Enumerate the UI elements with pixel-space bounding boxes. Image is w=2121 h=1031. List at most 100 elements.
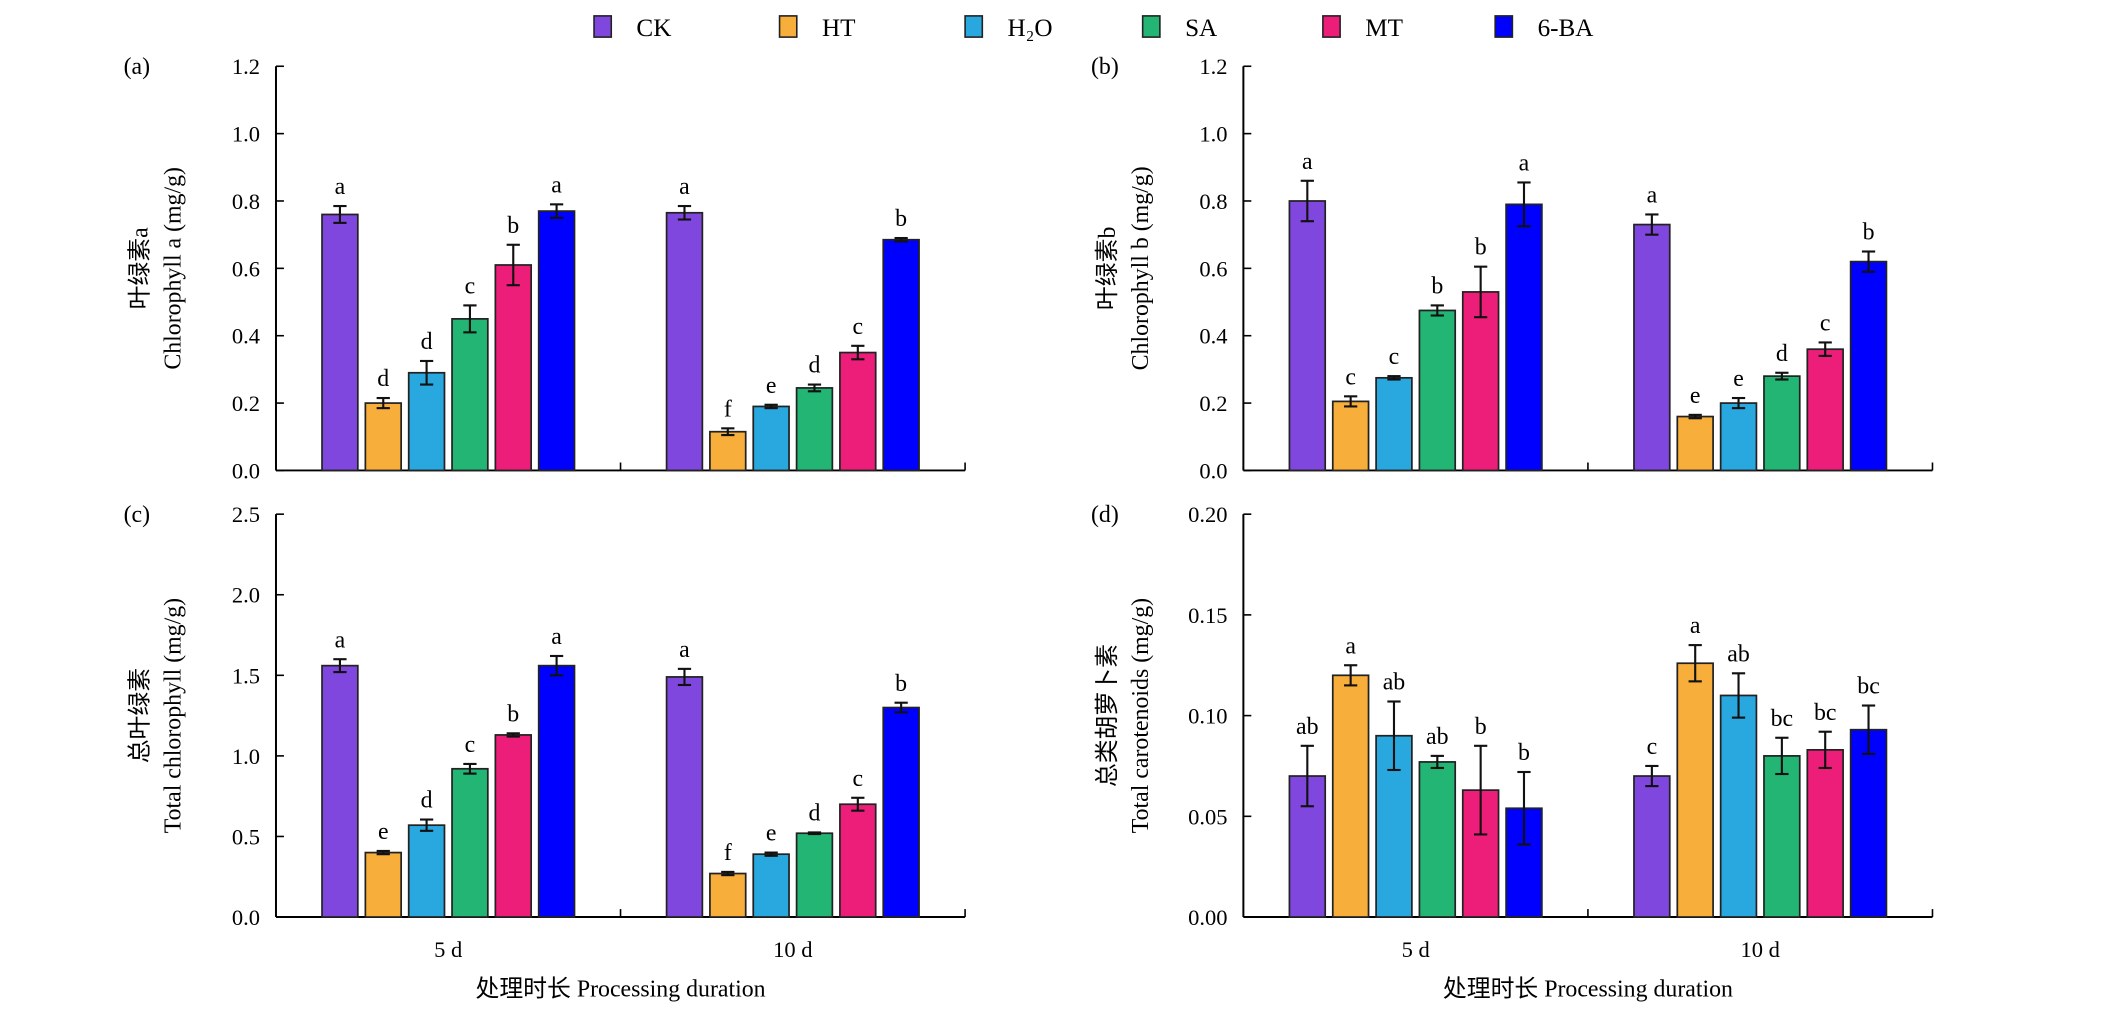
error-bar <box>894 236 908 243</box>
y-tick-label: 1.2 <box>1199 54 1227 79</box>
panel-label: (d) <box>1091 502 1119 528</box>
error-bar <box>1517 770 1531 846</box>
y-tick-label: 0.2 <box>1199 391 1227 416</box>
significance-letter: c <box>465 732 476 758</box>
error-bar <box>894 701 908 714</box>
significance-letter: a <box>1345 633 1356 659</box>
error-bar <box>807 831 822 836</box>
significance-letter: b <box>1475 235 1487 261</box>
panel-label: (a) <box>124 54 150 80</box>
y-axis-title: Chlorophyll b (mg/g) <box>1128 166 1154 370</box>
y-axis-title-cn: 叶绿素a <box>126 227 153 310</box>
bar <box>407 824 446 918</box>
error-bar <box>721 427 735 437</box>
panel-c: (c) 0.0 0.5 1.0 1.5 2.0 2.5 总叶绿素 Total chlorophy… <box>124 502 966 1003</box>
significance-letter: b <box>895 206 907 232</box>
significance-letter: a <box>679 174 690 200</box>
error-bar <box>1645 213 1659 236</box>
significance-letter: d <box>1776 341 1788 367</box>
error-bar <box>677 204 692 221</box>
significance-letter: bc <box>1814 700 1837 726</box>
significance-letter: a <box>551 624 562 650</box>
bar <box>1676 662 1714 918</box>
bar <box>451 767 489 918</box>
y-tick-label: 0.05 <box>1188 804 1227 829</box>
y-tick-label: 0.5 <box>232 824 260 849</box>
error-bar <box>376 396 390 410</box>
bar <box>1763 755 1801 918</box>
error-bar <box>506 732 520 738</box>
bar <box>1331 674 1370 918</box>
bar <box>321 664 359 918</box>
bar <box>839 803 877 918</box>
significance-letter: b <box>1431 273 1443 299</box>
bar <box>839 351 877 472</box>
y-tick-label: 1.0 <box>232 122 260 147</box>
y-tick-label: 0.4 <box>1199 324 1227 349</box>
bar <box>1375 376 1413 472</box>
significance-letter: a <box>551 172 562 198</box>
error-bar <box>721 870 735 877</box>
significance-letter: d <box>421 788 433 814</box>
bar <box>795 832 834 918</box>
significance-letter: c <box>853 766 864 792</box>
error-bar <box>549 654 564 677</box>
significance-letter: a <box>1647 183 1658 209</box>
y-tick-label: 0.0 <box>232 905 260 930</box>
bar <box>494 734 533 918</box>
significance-letter: ab <box>1426 724 1449 750</box>
significance-letter: c <box>1647 734 1658 760</box>
bar <box>321 213 359 472</box>
error-bar <box>1731 396 1746 410</box>
significance-letter: d <box>809 353 821 379</box>
y-axis-title-cn: 叶绿素b <box>1094 227 1121 311</box>
error-bar <box>419 359 434 386</box>
bar <box>1763 375 1801 472</box>
panels: (a) 0.0 0.2 0.4 0.6 0.8 1.0 1.2 叶绿素a Chlorophyll … <box>124 54 1934 1003</box>
significance-letter: a <box>1302 149 1313 175</box>
error-bar <box>333 204 347 224</box>
bar <box>882 706 920 918</box>
significance-letter: b <box>507 701 519 727</box>
error-bar <box>506 243 520 287</box>
bar <box>364 851 403 918</box>
error-bar <box>764 851 778 857</box>
significance-letter: bc <box>1771 706 1794 732</box>
x-axis-title: 处理时长 Processing duration <box>475 976 765 1003</box>
legend-label: H₂O <box>1007 15 1052 42</box>
significance-letter: a <box>1519 151 1530 177</box>
significance-letter: b <box>1475 714 1487 740</box>
x-tick-label: 10 d <box>1740 937 1779 962</box>
bar <box>451 318 489 472</box>
bar <box>1418 761 1457 918</box>
y-tick-label: 0.0 <box>232 458 260 483</box>
error-bar <box>1775 371 1789 381</box>
bar <box>494 264 533 472</box>
y-axis-title: Total chlorophyll (mg/g) <box>161 598 187 833</box>
bar <box>537 210 576 472</box>
significance-letter: b <box>1863 220 1875 246</box>
y-tick-label: 0.00 <box>1188 905 1227 930</box>
bar <box>407 371 446 472</box>
panel-a: (a) 0.0 0.2 0.4 0.6 0.8 1.0 1.2 叶绿素a Chlorophyll … <box>124 54 966 483</box>
error-bar <box>376 849 390 856</box>
legend-item-ho: H₂O <box>964 15 1053 42</box>
y-tick-label: 1.2 <box>232 54 260 79</box>
bar <box>752 405 790 472</box>
legend-label: MT <box>1365 15 1403 42</box>
error-bar <box>1344 395 1358 408</box>
error-bar <box>1731 672 1746 719</box>
bar <box>1806 348 1844 472</box>
legend-swatch <box>1322 15 1341 38</box>
y-axis-title-cn: 总类胡萝卜素 <box>1094 644 1121 787</box>
error-bar <box>1818 341 1832 357</box>
x-tick-label: 5 d <box>1402 937 1430 962</box>
significance-letter: e <box>766 821 777 847</box>
y-tick-label: 0.0 <box>1199 458 1227 483</box>
error-bar <box>1688 644 1702 683</box>
error-bar <box>333 658 347 674</box>
significance-letter: ab <box>1296 714 1319 740</box>
error-bar <box>1387 700 1401 772</box>
bar <box>665 676 704 918</box>
significance-letter: a <box>335 627 346 653</box>
